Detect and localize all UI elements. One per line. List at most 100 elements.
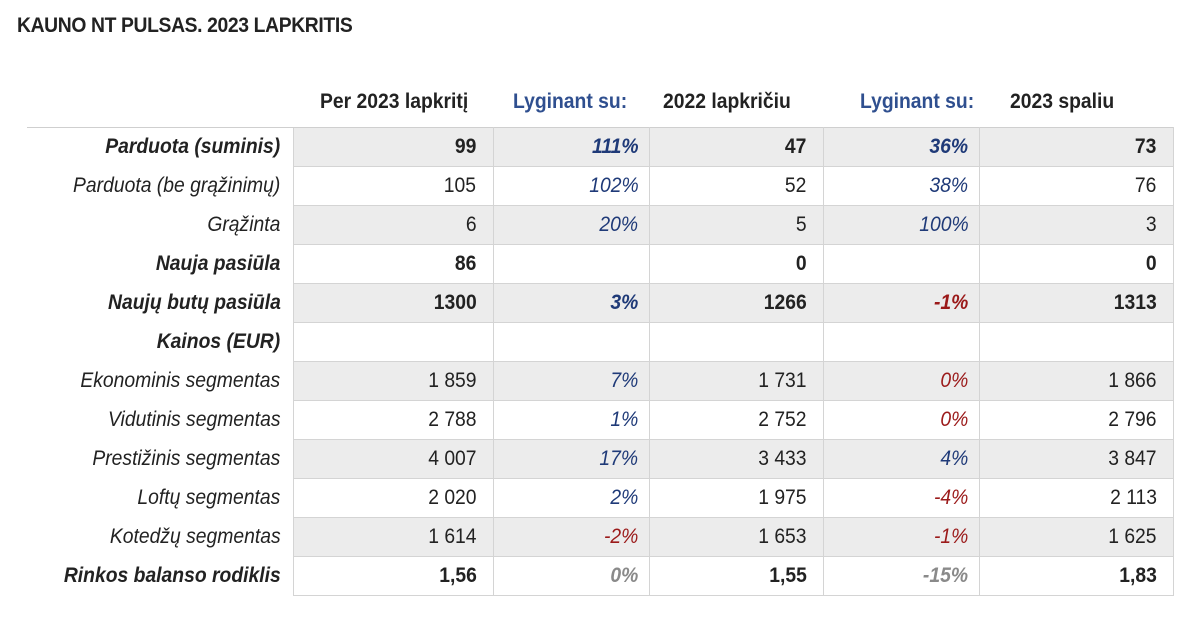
change-vs-compare2: 36% xyxy=(822,127,980,167)
row-label: Nauja pasiūla xyxy=(27,245,293,284)
value-compare1-text: 47 xyxy=(785,135,807,158)
change-vs-compare2: 100% xyxy=(822,205,980,245)
value-current: 1,56 xyxy=(292,556,494,596)
value-current-text: 86 xyxy=(455,252,477,275)
change-vs-compare1: 102% xyxy=(492,166,650,206)
value-current: 4 007 xyxy=(292,439,494,479)
row-label-text: Rinkos balanso rodiklis xyxy=(63,564,281,587)
change-vs-compare2-text: 4% xyxy=(940,447,969,470)
value-compare2: 3 xyxy=(978,205,1174,245)
row-label-text: Ekonominis segmentas xyxy=(80,369,281,392)
value-compare1: 1 653 xyxy=(648,517,824,557)
value-compare1: 1 731 xyxy=(648,361,824,401)
table-row: Prestižinis segmentas 4 007 17% 3 433 4% 3 84… xyxy=(27,439,1174,479)
row-label: Grąžinta xyxy=(27,206,293,245)
value-compare2-text: 3 847 xyxy=(1108,447,1157,470)
value-current xyxy=(292,322,494,362)
value-compare2-text: 76 xyxy=(1135,174,1157,197)
row-label-text: Prestižinis segmentas xyxy=(92,447,281,470)
change-vs-compare1: -2% xyxy=(492,517,650,557)
row-label-text: Kotedžų segmentas xyxy=(109,525,281,548)
value-compare2-text: 1313 xyxy=(1113,291,1157,314)
change-vs-compare2: 38% xyxy=(822,166,980,206)
value-compare2: 1 625 xyxy=(978,517,1174,557)
table-row: Kotedžų segmentas 1 614 -2% 1 653 -1% 1 625 xyxy=(27,517,1174,557)
value-compare1: 3 433 xyxy=(648,439,824,479)
value-current-text: 105 xyxy=(444,174,477,197)
value-compare2-text: 3 xyxy=(1145,213,1157,236)
row-label-text: Kainos (EUR) xyxy=(157,330,281,353)
change-vs-compare2-text: -4% xyxy=(934,486,969,509)
value-compare2: 2 796 xyxy=(978,400,1174,440)
change-vs-compare2-text: 0% xyxy=(940,369,969,392)
value-compare2: 3 847 xyxy=(978,439,1174,479)
table-row: Loftų segmentas 2 020 2% 1 975 -4% 2 113 xyxy=(27,478,1174,518)
header-compare1: 2022 lapkričiu xyxy=(663,90,791,113)
change-vs-compare1 xyxy=(492,244,650,284)
row-label-text: Nauja pasiūla xyxy=(155,252,281,275)
change-vs-compare1: 0% xyxy=(492,556,650,596)
row-label: Parduota (be grąžinimų) xyxy=(27,167,293,206)
table-row: Parduota (be grąžinimų) 105 102% 52 38% 76 xyxy=(27,166,1174,206)
value-compare1-text: 1,55 xyxy=(768,564,807,587)
row-label-text: Loftų segmentas xyxy=(137,486,281,509)
header-compare1-prefix: Lyginant su: xyxy=(513,90,628,113)
value-compare2: 1313 xyxy=(978,283,1174,323)
value-current-text: 1300 xyxy=(433,291,477,314)
table-row: Vidutinis segmentas 2 788 1% 2 752 0% 2 796 xyxy=(27,400,1174,440)
row-label: Kainos (EUR) xyxy=(27,323,293,362)
change-vs-compare2 xyxy=(822,322,980,362)
value-compare1-text: 1 731 xyxy=(758,369,807,392)
table-row: Rinkos balanso rodiklis 1,56 0% 1,55 -15% 1,8… xyxy=(27,556,1174,596)
row-label: Loftų segmentas xyxy=(27,479,293,518)
change-vs-compare2: -1% xyxy=(822,517,980,557)
change-vs-compare2: -15% xyxy=(822,556,980,596)
change-vs-compare2: 0% xyxy=(822,400,980,440)
value-current-text: 4 007 xyxy=(428,447,477,470)
value-current-text: 1 614 xyxy=(428,525,477,548)
change-vs-compare2-text: -1% xyxy=(934,525,969,548)
value-compare1-text: 3 433 xyxy=(758,447,807,470)
header-compare2-prefix: Lyginant su: xyxy=(860,90,975,113)
value-current: 1 859 xyxy=(292,361,494,401)
value-compare2: 76 xyxy=(978,166,1174,206)
row-label: Kotedžų segmentas xyxy=(27,518,293,557)
value-current-text: 2 788 xyxy=(428,408,477,431)
value-current-text: 1 859 xyxy=(428,369,477,392)
value-compare1: 1,55 xyxy=(648,556,824,596)
table-row: Kainos (EUR) xyxy=(27,322,1174,362)
value-compare1: 47 xyxy=(648,127,824,167)
value-current-text: 2 020 xyxy=(428,486,477,509)
value-compare1: 0 xyxy=(648,244,824,284)
change-vs-compare2: 0% xyxy=(822,361,980,401)
value-compare2-text: 2 796 xyxy=(1108,408,1157,431)
change-vs-compare1-text: 1% xyxy=(610,408,639,431)
value-compare2: 0 xyxy=(978,244,1174,284)
table-row: Nauja pasiūla 86 0 0 xyxy=(27,244,1174,284)
value-compare1-text: 52 xyxy=(785,174,807,197)
table-row: Parduota (suminis) 99 111% 47 36% 73 xyxy=(27,127,1174,167)
table-row: Ekonominis segmentas 1 859 7% 1 731 0% 1 866 xyxy=(27,361,1174,401)
row-label-text: Parduota (be grąžinimų) xyxy=(73,174,281,197)
value-compare1-text: 1 975 xyxy=(758,486,807,509)
value-compare2-text: 2 113 xyxy=(1109,486,1157,509)
row-label: Rinkos balanso rodiklis xyxy=(27,557,293,596)
change-vs-compare2 xyxy=(822,244,980,284)
change-vs-compare1-text: 7% xyxy=(610,369,639,392)
value-compare1-text: 2 752 xyxy=(758,408,807,431)
change-vs-compare2-text: 38% xyxy=(929,174,969,197)
header-compare2: 2023 spaliu xyxy=(1010,90,1115,113)
change-vs-compare2: -4% xyxy=(822,478,980,518)
value-current: 105 xyxy=(292,166,494,206)
change-vs-compare1-text: 102% xyxy=(589,174,639,197)
row-label-text: Parduota (suminis) xyxy=(105,135,281,159)
value-compare2: 73 xyxy=(978,127,1174,167)
value-current: 2 020 xyxy=(292,478,494,518)
value-compare2: 1 866 xyxy=(978,361,1174,401)
value-compare1-text: 5 xyxy=(795,213,807,236)
row-label: Naujų butų pasiūla xyxy=(27,284,293,323)
row-label: Ekonominis segmentas xyxy=(27,362,293,401)
row-label-text: Vidutinis segmentas xyxy=(107,408,281,431)
change-vs-compare1: 111% xyxy=(492,127,650,167)
value-current: 6 xyxy=(292,205,494,245)
